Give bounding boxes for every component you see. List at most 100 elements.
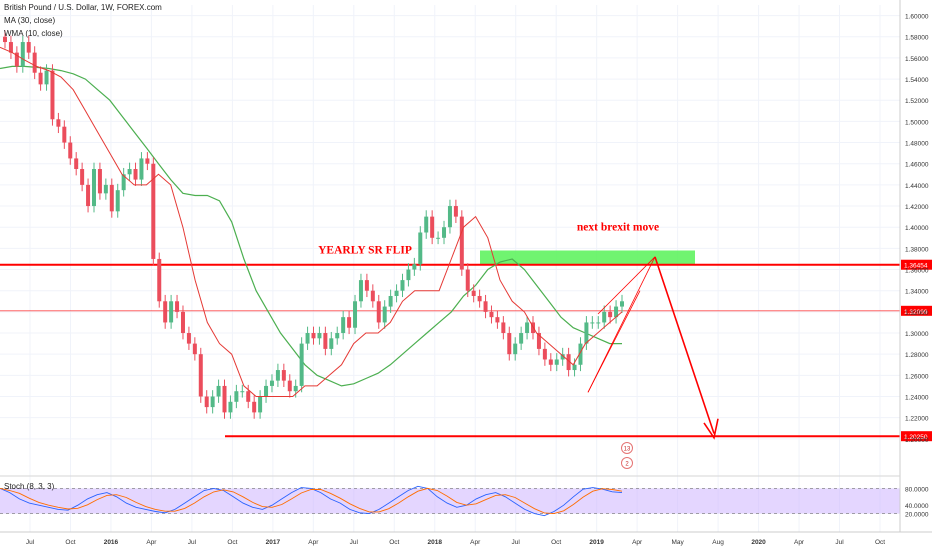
candle-body — [536, 333, 541, 349]
candle-body — [436, 237, 441, 239]
time-tick-label: Jul — [188, 539, 197, 546]
stoch-tick-label: 20.0000 — [905, 512, 929, 519]
candle-body — [453, 206, 458, 217]
stoch-legend: Stoch (8, 3, 3) — [4, 482, 55, 491]
candle-body — [560, 354, 565, 360]
candle-body — [62, 126, 67, 143]
candle-body — [151, 163, 156, 259]
candle-body — [86, 184, 91, 207]
candle-body — [382, 306, 387, 323]
candle-body — [14, 52, 19, 67]
ma-line — [0, 65, 622, 387]
candle-body — [8, 42, 13, 53]
candle-body — [335, 333, 340, 339]
candle-body — [103, 184, 108, 194]
time-tick-label: Apr — [470, 539, 481, 546]
candle-body — [394, 290, 399, 296]
time-tick-label: May — [671, 539, 684, 546]
candle-body — [228, 401, 233, 413]
candle-body — [430, 216, 435, 238]
candle-body — [50, 70, 55, 120]
candle-body — [364, 280, 369, 291]
candle-body — [163, 301, 168, 323]
projection-arrow-line — [654, 256, 715, 434]
candle-body — [412, 264, 417, 270]
candle-body — [281, 370, 286, 381]
candle-body — [566, 354, 571, 371]
candle-body — [400, 280, 405, 291]
candle-body — [186, 333, 191, 344]
candle-body — [507, 333, 512, 355]
candle-body — [115, 190, 120, 212]
price-tick-label: 1.58000 — [905, 35, 929, 42]
time-tick-label: Apr — [308, 539, 319, 546]
candle-body — [74, 158, 79, 170]
candle-body — [145, 158, 150, 164]
level-price-tag — [901, 305, 932, 316]
candle-body — [519, 333, 524, 344]
drawing-layer — [587, 256, 719, 440]
candle-body — [56, 119, 61, 127]
candle-body — [222, 385, 227, 413]
price-tick-label: 1.22000 — [905, 416, 929, 423]
time-tick-label: Oct — [65, 539, 75, 546]
candle-body — [501, 322, 506, 334]
time-tick-label: Oct — [227, 539, 237, 546]
event-marker — [621, 442, 633, 454]
candle-body — [542, 348, 547, 360]
candle-body — [418, 232, 423, 265]
stoch-tick-label: 40.0000 — [905, 503, 929, 510]
candle-body — [20, 42, 25, 67]
stoch-band — [0, 488, 900, 514]
candle-body — [127, 169, 132, 175]
candle-body — [121, 174, 126, 191]
annotation-layer: YEARLY SR FLIP next brexit move 13 2 — [318, 221, 659, 469]
candle-body — [614, 306, 619, 318]
level-price-label: 1.20250 — [904, 434, 928, 441]
event-marker-label: 2 — [625, 462, 629, 468]
price-tick-label: 1.42000 — [905, 204, 929, 211]
candle-body — [192, 343, 197, 355]
candle-body — [299, 343, 304, 386]
candle-body — [406, 269, 411, 281]
price-tick-label: 1.24000 — [905, 395, 929, 402]
candle-body — [252, 401, 257, 413]
candle-body — [471, 290, 476, 296]
candle-body — [347, 317, 352, 328]
candle-body — [620, 301, 624, 307]
time-tick-label: Apr — [632, 539, 643, 546]
candle-body — [204, 396, 209, 408]
candle-body — [275, 370, 280, 381]
candle-body — [477, 295, 482, 302]
candle-body — [358, 280, 363, 302]
time-tick-label: Oct — [389, 539, 399, 546]
candle-body — [157, 258, 162, 302]
time-tick-label: 2020 — [751, 539, 766, 546]
candle-body — [447, 206, 452, 228]
candle-body — [180, 311, 185, 334]
projection-arrow-head — [703, 418, 719, 440]
time-tick-label: Jul — [350, 539, 359, 546]
price-tick-label: 1.26000 — [905, 373, 929, 380]
price-tick-label: 1.46000 — [905, 162, 929, 169]
event-marker-label: 13 — [624, 447, 631, 453]
candle-body — [353, 301, 358, 328]
candle-body — [3, 36, 7, 43]
wma-legend: WMA (10, close) — [4, 29, 63, 38]
time-tick-label: 2017 — [266, 539, 281, 546]
candle-body — [80, 169, 85, 185]
level-price-tag — [901, 431, 932, 442]
candle-body — [210, 396, 215, 408]
wedge-top-line — [597, 256, 656, 315]
price-tick-label: 1.34000 — [905, 289, 929, 296]
levels-layer: 1.36454 1.32099 1.20250 — [0, 259, 932, 442]
candle-body — [578, 343, 583, 365]
level-price-tag — [901, 259, 932, 270]
price-tick-label: 1.36000 — [905, 268, 929, 275]
candle-body — [264, 385, 269, 397]
candle-body — [572, 364, 577, 371]
candle-body — [495, 317, 500, 323]
